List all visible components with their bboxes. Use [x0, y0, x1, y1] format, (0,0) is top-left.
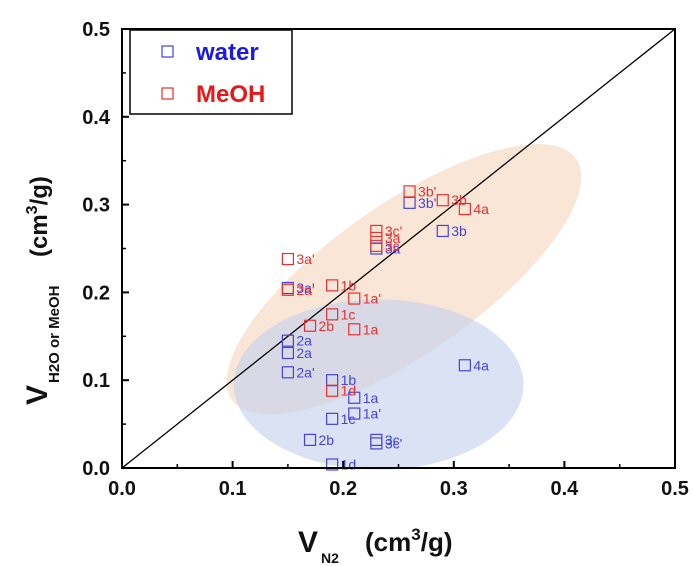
- meoh-point: [303, 319, 317, 332]
- meoh-point: [281, 283, 294, 296]
- diagonal-reference-line: [121, 28, 676, 469]
- meoh-point: [281, 252, 294, 266]
- y-axis-ticks: 0.0 0.1 0.2 0.3 0.4 0.5: [82, 19, 129, 480]
- x-title-main: V: [298, 526, 318, 559]
- meoh-point-label: 1d: [341, 383, 357, 399]
- water-point-label: 3b': [418, 195, 436, 211]
- meoh-point: [436, 194, 449, 207]
- y-axis-title: V H2O or MeOH (cm3/g): [21, 176, 63, 405]
- x-tick-label: 0.3: [440, 478, 468, 500]
- y-tick-label: 0.2: [82, 282, 110, 304]
- meoh-point: [348, 292, 361, 305]
- water-point-label: 2b: [319, 432, 335, 448]
- x-title-sub: N2: [321, 550, 339, 566]
- water-point-label: 3a': [296, 280, 314, 296]
- cluster-ellipse-2: [233, 299, 524, 470]
- x-tick-label: 0.0: [108, 478, 136, 500]
- water-point-label: 2a: [296, 333, 312, 349]
- meoh-point-label: 3a: [385, 230, 401, 246]
- water-point-label: 3c: [385, 432, 400, 448]
- meoh-point: [326, 384, 339, 397]
- meoh-point: [326, 308, 339, 321]
- water-point: [303, 433, 317, 447]
- water-point: [281, 334, 294, 347]
- legend-label-water: water: [195, 39, 259, 66]
- legend: water MeOH: [129, 29, 293, 115]
- meoh-point: [370, 224, 383, 238]
- y-tick-label: 0.0: [82, 458, 110, 480]
- meoh-point: [370, 239, 383, 252]
- legend-marker-water: [161, 45, 174, 58]
- legend-marker-meoh: [161, 87, 174, 100]
- legend-label-meoh: MeOH: [196, 81, 265, 108]
- y-tick-label: 0.3: [82, 195, 110, 217]
- x-axis-ticks: 0.0 0.1 0.2 0.3 0.4 0.5: [108, 461, 689, 500]
- water-point-label: 4a: [473, 357, 489, 373]
- water-point-label: 3b: [451, 223, 467, 239]
- water-point-label: 1c: [341, 411, 356, 427]
- meoh-point-label: 3a': [296, 251, 314, 267]
- water-point-label: 3a: [385, 241, 401, 257]
- water-point: [436, 224, 449, 238]
- meoh-point: [458, 202, 471, 216]
- meoh-point: [348, 323, 361, 336]
- x-tick-label: 0.1: [219, 478, 247, 500]
- meoh-point-label: 1b: [341, 277, 357, 293]
- y-title-units: (cm3/g): [24, 176, 53, 257]
- y-tick-label: 0.5: [82, 19, 110, 41]
- x-tick-label: 0.4: [550, 478, 579, 500]
- water-point: [326, 412, 339, 425]
- meoh-point-label: 1c: [341, 306, 356, 322]
- meoh-point-label: 1a: [363, 321, 379, 337]
- x-axis-title: V N2 (cm3/g): [298, 525, 452, 566]
- water-point: [370, 433, 383, 447]
- meoh-point-label: 2a': [296, 282, 314, 298]
- meoh-point: [326, 279, 339, 292]
- y-tick-label: 0.4: [82, 107, 111, 129]
- meoh-point-label: 3c': [385, 223, 402, 239]
- point-labels: 3a'2a2a2a'2b1d1c1b1a'1a3c'3c3a3b'3b4a3a'…: [296, 183, 489, 472]
- water-point: [458, 359, 471, 372]
- water-point: [348, 391, 361, 404]
- y-title-sub: H2O or MeOH: [46, 285, 63, 383]
- x-tick-label: 0.2: [329, 478, 357, 500]
- water-point-label: 1a: [363, 390, 379, 406]
- legend-box: [129, 29, 293, 115]
- water-point-label: 1a': [363, 406, 381, 422]
- meoh-point-label: 1a': [363, 291, 381, 307]
- water-point-label: 3c': [385, 435, 402, 451]
- data-points: [281, 185, 471, 471]
- cluster-ellipses: [226, 144, 582, 470]
- water-point: [281, 366, 294, 379]
- meoh-point-label: 3c: [385, 238, 400, 254]
- water-point: [348, 407, 361, 420]
- water-point-label: 2a': [296, 364, 314, 380]
- y-title-main: V: [21, 385, 54, 405]
- meoh-point: [403, 185, 416, 198]
- water-point-label: 1b: [341, 372, 357, 388]
- meoh-point-label: 3b: [451, 192, 467, 208]
- meoh-point: [370, 231, 383, 245]
- water-point: [281, 346, 294, 360]
- x-tick-label: 0.5: [661, 478, 689, 500]
- water-point-label: 2a: [296, 345, 312, 361]
- meoh-point-label: 3b': [418, 183, 436, 199]
- meoh-point-label: 2b: [319, 318, 335, 334]
- water-point: [326, 458, 339, 471]
- y-tick-label: 0.1: [82, 370, 110, 392]
- meoh-point-label: 4a: [473, 201, 489, 217]
- x-title-units: (cm3/g): [365, 525, 452, 557]
